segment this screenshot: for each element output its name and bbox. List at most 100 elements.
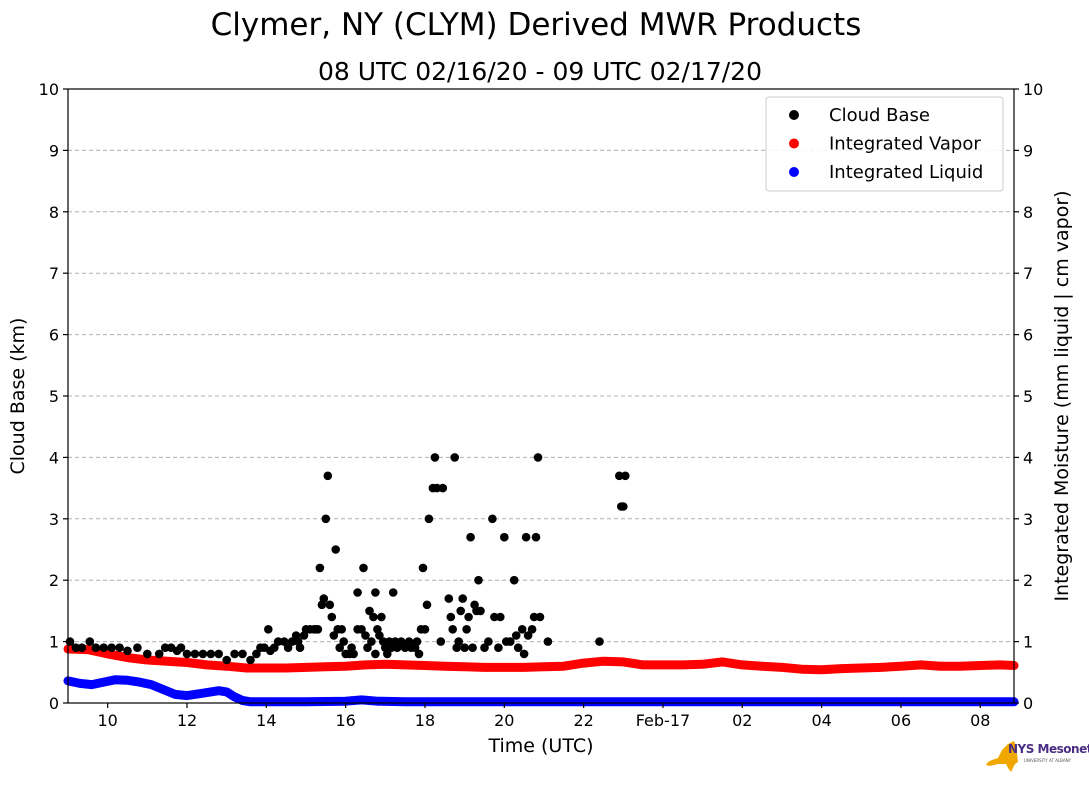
data-point (198, 649, 208, 659)
data-point (371, 649, 380, 659)
data-point (214, 649, 223, 659)
y-tick-label-right: 3 (1023, 510, 1033, 529)
new-york-state-shape-icon (986, 741, 1018, 772)
data-point (446, 612, 456, 622)
y-tick-label-left: 8 (49, 203, 59, 222)
x-tick-label: 08 (970, 711, 990, 730)
data-point (432, 483, 442, 493)
y-tick-label-right: 4 (1023, 448, 1033, 467)
data-point (246, 655, 255, 665)
data-point (484, 637, 493, 646)
x-tick-label: Feb-17 (636, 711, 690, 730)
data-point (444, 594, 454, 603)
series-trace (63, 675, 1019, 707)
legend-label: Integrated Vapor (829, 134, 981, 155)
data-point (206, 649, 216, 659)
data-point (363, 643, 372, 652)
data-point (509, 575, 519, 585)
data-point (287, 637, 297, 646)
data-point (369, 612, 378, 622)
data-point (85, 637, 95, 646)
data-point (460, 643, 469, 652)
y-tick-label-left: 10 (39, 80, 59, 99)
data-point (357, 625, 366, 634)
data-point (143, 649, 152, 659)
data-point (490, 612, 499, 622)
data-point (252, 649, 261, 659)
data-point (412, 637, 422, 646)
data-point (327, 612, 337, 622)
data-point (400, 643, 410, 652)
series-integrated-liquid (63, 675, 1019, 707)
y-tick-label-right: 2 (1023, 571, 1033, 590)
y-tick-label-right: 9 (1023, 141, 1033, 160)
y-tick-label-right: 8 (1023, 203, 1033, 222)
logo-wordmark: NYS Mesonet (1008, 742, 1089, 756)
data-point (438, 483, 448, 493)
y-tick-label-left: 6 (49, 326, 59, 345)
y-tick-label-right: 6 (1023, 326, 1033, 345)
data-point (506, 637, 515, 646)
legend-label: Integrated Liquid (829, 162, 983, 183)
data-point (325, 600, 335, 610)
data-point (496, 612, 505, 622)
data-point (464, 612, 473, 622)
data-point (500, 532, 509, 542)
data-point (283, 643, 293, 652)
data-point (527, 625, 537, 634)
data-point (295, 643, 305, 652)
data-point (621, 471, 630, 481)
x-tick-label: 14 (256, 711, 276, 730)
nys-mesonet-logo: NYS Mesonet UNIVERSITY AT ALBANY (984, 738, 1089, 772)
data-point (521, 532, 531, 542)
data-point (377, 612, 386, 622)
data-point (339, 637, 349, 646)
data-point (474, 575, 483, 585)
data-point (414, 649, 424, 659)
data-point (238, 649, 247, 659)
data-point (270, 643, 279, 652)
data-point (619, 502, 628, 511)
data-point (107, 643, 116, 652)
y-axis-label-right: Integrated Moisture (mm liquid | cm vapo… (1051, 190, 1073, 601)
data-point (418, 563, 428, 573)
x-tick-label: 10 (97, 711, 117, 730)
legend-label: Cloud Base (829, 105, 930, 126)
data-point (543, 637, 553, 646)
data-point (133, 643, 142, 652)
data-point (462, 625, 471, 634)
data-point (329, 631, 339, 640)
legend: Cloud Base Integrated Vapor Integrated Liq… (765, 96, 1004, 192)
y-tick-label-left: 3 (49, 510, 59, 529)
data-point (154, 649, 164, 659)
data-point (454, 637, 464, 646)
data-point (468, 643, 477, 652)
data-point (331, 545, 341, 554)
data-point (361, 631, 370, 640)
data-point (319, 594, 329, 603)
x-tick-label: 06 (891, 711, 911, 730)
x-tick-label: 16 (335, 711, 355, 730)
x-tick-label: 20 (494, 711, 514, 730)
data-point (313, 625, 323, 634)
grid-lines (68, 149, 1014, 643)
data-point (531, 532, 541, 542)
x-tick-label: 04 (811, 711, 831, 730)
legend-box (765, 96, 1004, 192)
data-point (99, 643, 108, 652)
data-point (480, 643, 489, 652)
y-tick-label-right: 1 (1023, 633, 1033, 652)
data-point (523, 631, 533, 640)
data-point (529, 612, 539, 622)
data-point (176, 643, 186, 652)
y-tick-label-right: 10 (1023, 80, 1043, 99)
data-point (335, 643, 345, 652)
y-tick-label-left: 9 (49, 141, 59, 160)
series-integrated-vapor (63, 644, 1019, 675)
data-point (353, 588, 362, 597)
x-tick-label: 22 (573, 711, 593, 730)
data-point (321, 514, 331, 524)
legend-marker (789, 110, 799, 120)
